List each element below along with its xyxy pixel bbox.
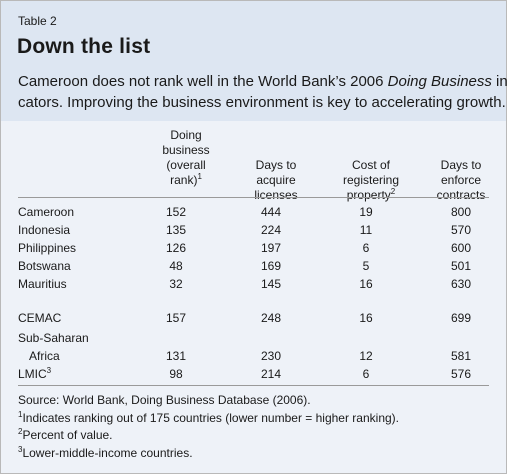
header-line: Days to xyxy=(440,158,482,172)
cell-value: 11 xyxy=(359,223,373,237)
cell-value: 6 xyxy=(362,241,370,255)
footnote-text: Lower-middle-income countries. xyxy=(22,445,193,460)
footnote-text: Indicates ranking out of 175 countries (… xyxy=(22,410,399,425)
footnote-marker: 2 xyxy=(18,427,23,436)
cell-value: 126 xyxy=(165,241,187,255)
header-line: property2 xyxy=(331,188,411,203)
row-name: Botswana xyxy=(18,259,71,273)
table-title: Down the list xyxy=(17,35,151,58)
header-line: acquire xyxy=(256,173,296,187)
header-line: business xyxy=(162,143,210,157)
header-text: property xyxy=(346,188,391,202)
header-line: rank)1 xyxy=(151,173,221,188)
cell-value: 6 xyxy=(362,367,370,381)
cell-value: 98 xyxy=(169,367,183,381)
column-header-days-licenses: Days to acquire licenses xyxy=(236,158,316,203)
column-header-days-contracts: Days to enforce contracts xyxy=(426,158,496,203)
row-name: LMIC3 xyxy=(18,367,51,382)
subtitle-emphasis: Doing Business xyxy=(387,73,492,90)
subtitle-line-1: Cameroon does not rank well in the World… xyxy=(18,71,507,92)
footnote-marker: 3 xyxy=(46,366,52,375)
footnote-marker: 1 xyxy=(18,409,23,419)
table-label: Table 2 xyxy=(18,14,57,28)
source-note: Source: World Bank, Doing Business Datab… xyxy=(18,393,311,407)
subtitle-text: indi- xyxy=(496,73,507,90)
header-rule xyxy=(18,197,489,198)
footnote-text: Percent of value. xyxy=(22,428,113,442)
cell-value: 230 xyxy=(260,349,282,363)
cell-value: 224 xyxy=(260,223,282,237)
header-band: Table 2 Down the list Cameroon does not … xyxy=(1,1,507,121)
cell-value: 699 xyxy=(450,311,472,325)
row-name: Indonesia xyxy=(18,223,71,237)
header-line: licenses xyxy=(254,188,298,202)
table-notes: Source: World Bank, Doing Business Datab… xyxy=(18,392,399,462)
cell-value: 501 xyxy=(450,259,472,273)
header-text: rank) xyxy=(170,173,198,187)
footnote-3: 3Lower-middle-income countries. xyxy=(18,445,399,463)
cell-value: 5 xyxy=(362,259,370,273)
cell-value: 600 xyxy=(450,241,472,255)
cell-value: 444 xyxy=(260,205,282,219)
cell-value: 19 xyxy=(359,205,373,219)
column-header-cost-registering: Cost of registering property2 xyxy=(331,158,411,203)
cell-value: 570 xyxy=(450,223,472,237)
row-name: Sub-Saharan xyxy=(18,331,89,345)
cell-value: 169 xyxy=(260,259,282,273)
footnote-marker: 2 xyxy=(390,187,396,196)
row-name: Cameroon xyxy=(18,205,75,219)
cell-value: 576 xyxy=(450,367,472,381)
header-line: registering xyxy=(342,173,400,187)
cell-value: 131 xyxy=(165,349,187,363)
footnote-marker: 1 xyxy=(197,172,202,181)
table-subtitle: Cameroon does not rank well in the World… xyxy=(18,71,507,113)
cell-value: 152 xyxy=(165,205,187,219)
footer-rule xyxy=(18,385,489,386)
footnote-marker: 3 xyxy=(18,444,23,454)
cell-value: 48 xyxy=(169,259,183,273)
cell-value: 32 xyxy=(169,277,183,291)
cell-value: 135 xyxy=(165,223,187,237)
row-name-continued: Africa xyxy=(29,349,60,363)
footnote-1: 1Indicates ranking out of 175 countries … xyxy=(18,410,399,428)
header-line: (overall xyxy=(166,158,206,172)
row-name-text: LMIC xyxy=(18,367,47,381)
header-line: enforce xyxy=(440,173,482,187)
cell-value: 581 xyxy=(450,349,472,363)
header-line: Doing xyxy=(170,128,202,142)
row-name: Philippines xyxy=(18,241,77,255)
column-header-doing-business: Doing business (overall rank)1 xyxy=(151,128,221,188)
cell-value: 145 xyxy=(260,277,282,291)
header-line: contracts xyxy=(436,188,486,202)
cell-value: 12 xyxy=(359,349,373,363)
cell-value: 214 xyxy=(260,367,282,381)
row-name: CEMAC xyxy=(18,311,62,325)
cell-value: 157 xyxy=(165,311,187,325)
cell-value: 16 xyxy=(359,277,373,291)
cell-value: 248 xyxy=(260,311,282,325)
cell-value: 16 xyxy=(359,311,373,325)
footnote-2: 2Percent of value. xyxy=(18,427,399,445)
header-line: Days to xyxy=(255,158,297,172)
cell-value: 800 xyxy=(450,205,472,219)
cell-value: 630 xyxy=(450,277,472,291)
row-name: Mauritius xyxy=(18,277,67,291)
cell-value: 197 xyxy=(260,241,282,255)
subtitle-text: Cameroon does not rank well in the World… xyxy=(18,73,388,90)
subtitle-line-2: cators. Improving the business environme… xyxy=(18,94,506,111)
header-line: Cost of xyxy=(351,158,390,172)
